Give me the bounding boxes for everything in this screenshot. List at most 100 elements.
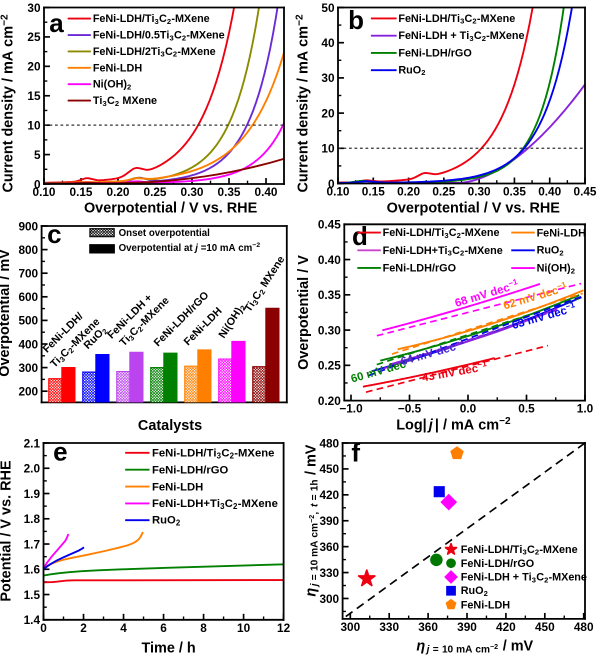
svg-text:300: 300 [319, 592, 339, 606]
svg-text:C u r r: C u r r e n t d e n s i t y / m A c m [0, 14, 17, 193]
svg-text:Potential / V vs. RHE: Potential / V vs. RHE [0, 460, 14, 602]
svg-text:0.15: 0.15 [70, 185, 93, 199]
svg-text:FeNi-LDH/rGO: FeNi-LDH/rGO [152, 465, 229, 477]
svg-text:FeNi-LDH/rGO: FeNi-LDH/rGO [461, 558, 534, 570]
svg-text:F e N i: F e N i - L D H / T i C - M X e n e 3 2 [152, 437, 280, 464]
svg-text:L o g |: L o g | | / m A c m j − 2 [396, 404, 511, 434]
svg-text:0.20: 0.20 [318, 394, 341, 408]
svg-text:η j = 1: η j = 1 0 m A c m − 2 / m V [416, 629, 533, 658]
svg-text:F e N i: F e N i - L D H / T i C - M X e n e 3 2 [398, 2, 520, 29]
svg-text:420: 420 [319, 488, 339, 502]
svg-text:10: 10 [321, 142, 335, 156]
svg-text:1.6: 1.6 [24, 563, 41, 577]
svg-text:0.40: 0.40 [538, 185, 561, 199]
svg-text:C u r r: C u r r e n t d e n s i t y / m A c m [282, 14, 312, 193]
svg-text:0.25: 0.25 [318, 359, 341, 373]
svg-text:10: 10 [237, 621, 251, 635]
svg-text:0.20: 0.20 [107, 185, 130, 199]
svg-text:360: 360 [319, 540, 339, 554]
svg-text:420: 420 [496, 620, 516, 634]
svg-text:0.35: 0.35 [503, 185, 526, 199]
svg-text:FeNi-LDH: FeNi-LDH [461, 599, 511, 611]
svg-text:R u O 2: R u O 2 [152, 504, 181, 529]
svg-text:F e N i: F e N i - L D H + T i C - M X e n e 3 2 [398, 19, 530, 46]
svg-text:−0.5: −0.5 [398, 402, 422, 416]
svg-text:b: b [348, 5, 364, 35]
svg-text:F e N i: F e N i - L D H / T i C - M X e n e 3 2 [93, 2, 215, 29]
svg-text:T i C: T i C M X e n e 3 2 [93, 84, 163, 111]
svg-text:T i C -: T i C - M X e n e 3 2 [110, 283, 179, 352]
svg-text:30: 30 [321, 71, 335, 85]
svg-text:0.10: 0.10 [33, 185, 56, 199]
svg-text:6 3 m: 6 3 m V d e c − 1 [506, 287, 578, 333]
svg-text:1.8: 1.8 [24, 512, 41, 526]
svg-text:0: 0 [34, 177, 41, 191]
svg-text:R u O 2: R u O 2 [461, 574, 489, 599]
svg-text:0.30: 0.30 [318, 323, 341, 337]
svg-text:330: 330 [319, 566, 339, 580]
svg-text:F e N i: F e N i - L D H / T i C - M X e n e 3 2 [383, 216, 505, 243]
svg-text:f: f [351, 438, 360, 468]
svg-text:Onset overpotential: Onset overpotential [119, 228, 211, 239]
svg-text:0.30: 0.30 [181, 185, 204, 199]
svg-text:800: 800 [18, 243, 38, 257]
svg-text:1.5: 1.5 [24, 588, 41, 602]
svg-text:1.9: 1.9 [24, 487, 41, 501]
svg-text:10: 10 [27, 118, 41, 132]
svg-text:0.35: 0.35 [318, 288, 341, 302]
svg-text:a: a [49, 8, 64, 38]
svg-text:6 8 m: 6 8 m V d e c − 1 [449, 264, 522, 311]
svg-text:2: 2 [80, 621, 87, 635]
svg-text:Overpotential / V vs. RHE: Overpotential / V vs. RHE [84, 201, 258, 217]
svg-text:390: 390 [319, 514, 339, 528]
svg-text:0.20: 0.20 [397, 185, 420, 199]
svg-text:20: 20 [321, 106, 335, 120]
svg-text:0.40: 0.40 [255, 185, 278, 199]
svg-text:0.40: 0.40 [318, 253, 341, 267]
svg-text:d: d [352, 221, 368, 251]
svg-text:F e N i: F e N i - L D H / 0 . 5 T i C - M X e n … [93, 19, 230, 46]
svg-text:50: 50 [321, 1, 335, 15]
svg-text:6 4 m: 6 4 m V d e c − 1 [395, 324, 467, 370]
svg-text:20: 20 [27, 60, 41, 74]
svg-text:O v e r: O v e r p o t e n t i a l a t = 1 0 m [119, 227, 262, 256]
svg-text:T i C -: T i C - M X e n e 3 2 [40, 304, 109, 373]
svg-text:0: 0 [40, 621, 47, 635]
svg-text:FeNi-LDH: FeNi-LDH [152, 481, 203, 493]
svg-text:FeNi-LDH/rGO: FeNi-LDH/rGO [398, 48, 471, 60]
svg-text:12: 12 [277, 621, 291, 635]
svg-text:30: 30 [27, 1, 41, 15]
svg-text:Overpotential / mV: Overpotential / mV [0, 249, 13, 377]
svg-text:Catalysts: Catalysts [138, 418, 202, 434]
svg-text:R u O 2: R u O 2 [398, 53, 426, 78]
svg-text:−1.0: −1.0 [339, 402, 363, 416]
svg-text:330: 330 [379, 620, 399, 634]
svg-text:R u O 2: R u O 2 [74, 315, 112, 353]
svg-text:FeNi-LDH: FeNi-LDH [93, 63, 143, 75]
svg-text:0.25: 0.25 [144, 185, 167, 199]
svg-text:25: 25 [27, 30, 41, 44]
svg-text:0.35: 0.35 [218, 185, 241, 199]
svg-text:8: 8 [200, 621, 207, 635]
svg-text:390: 390 [457, 620, 477, 634]
svg-text:480: 480 [319, 436, 339, 450]
svg-text:4 3 m: 4 3 m V d e c − 1 [419, 346, 490, 386]
svg-text:1.4: 1.4 [24, 613, 41, 627]
svg-text:6 0 m: 6 0 m V d e c − 1 [345, 341, 417, 387]
svg-text:Time / h: Time / h [141, 640, 195, 656]
svg-text:0.45: 0.45 [574, 185, 597, 199]
svg-text:1.0: 1.0 [577, 402, 594, 416]
svg-text:450: 450 [319, 462, 339, 476]
svg-text:0.25: 0.25 [432, 185, 455, 199]
svg-text:450: 450 [535, 620, 555, 634]
svg-text:0.5: 0.5 [518, 402, 535, 416]
svg-text:0.0: 0.0 [460, 402, 477, 416]
svg-text:Overpotential / V vs. RHE: Overpotential / V vs. RHE [387, 201, 561, 217]
svg-text:2.1: 2.1 [24, 436, 41, 450]
svg-text:2.0: 2.0 [24, 462, 41, 476]
svg-text:400: 400 [18, 337, 38, 351]
svg-text:900: 900 [18, 219, 38, 233]
svg-text:5: 5 [34, 148, 41, 162]
svg-text:6: 6 [160, 621, 167, 635]
svg-text:0: 0 [328, 177, 335, 191]
